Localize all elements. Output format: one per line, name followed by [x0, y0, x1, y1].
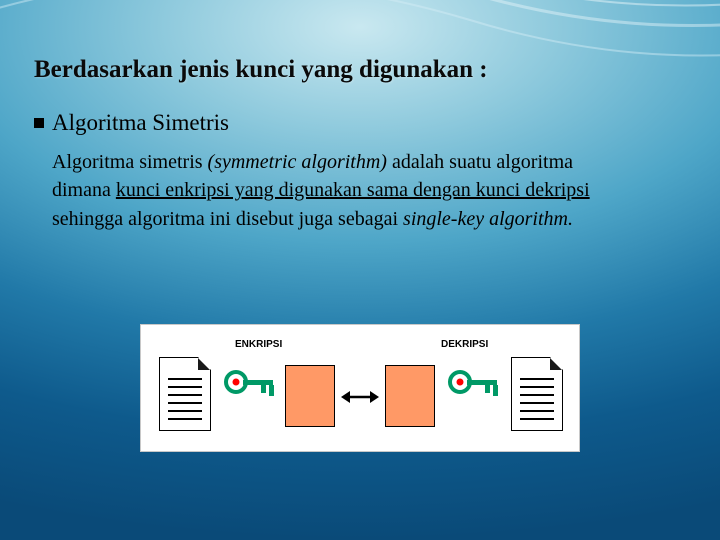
key-icon-enkripsi: [223, 369, 277, 413]
bullet-icon: [34, 118, 44, 128]
label-enkripsi: ENKRIPSI: [235, 339, 282, 350]
body-seg4: kunci enkripsi yang digunakan sama denga…: [116, 179, 590, 201]
key-icon-dekripsi: [447, 369, 501, 413]
diagram-container: ENKRIPSI DEKRIPSI: [140, 324, 580, 452]
plaintext-doc-left: [159, 357, 211, 431]
cipher-block-right: [385, 365, 435, 427]
plaintext-doc-right: [511, 357, 563, 431]
bullet-row: Algoritma Simetris: [34, 110, 229, 136]
bullet-text: Algoritma Simetris: [52, 110, 229, 136]
slide: Berdasarkan jenis kunci yang digunakan :…: [0, 0, 720, 540]
diagram: ENKRIPSI DEKRIPSI: [141, 325, 579, 451]
doc-lines-icon: [520, 378, 554, 420]
cipher-block-left: [285, 365, 335, 427]
body-seg1: Algoritma simetris: [52, 151, 208, 173]
body-seg2: (symmetric algorithm): [208, 151, 387, 173]
body-paragraph: Algoritma simetris (symmetric algorithm)…: [52, 148, 622, 233]
label-dekripsi: DEKRIPSI: [441, 339, 488, 350]
bidirectional-arrow-icon: [341, 387, 379, 407]
body-seg5: sehingga algoritma ini disebut juga seba…: [52, 208, 403, 230]
doc-lines-icon: [168, 378, 202, 420]
slide-title: Berdasarkan jenis kunci yang digunakan :: [34, 56, 488, 84]
body-seg6: single-key algorithm.: [403, 208, 573, 230]
